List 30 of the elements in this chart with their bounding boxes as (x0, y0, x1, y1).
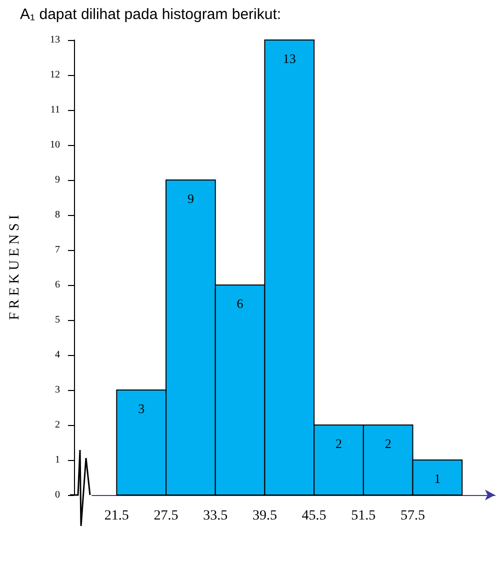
data-label: 1 (434, 471, 441, 486)
y-tick-label: 10 (50, 140, 60, 150)
y-axis-title: F R E K U E N S I (8, 214, 22, 320)
data-label: 2 (335, 436, 342, 451)
y-tick-label: 4 (55, 350, 60, 360)
data-label: 3 (138, 401, 145, 416)
data-label: 6 (236, 296, 244, 311)
y-tick-label: 13 (50, 34, 60, 46)
y-tick-label: 9 (55, 174, 60, 186)
data-label: 13 (282, 51, 296, 66)
y-tick-label: 7 (55, 244, 60, 256)
x-tick-label: 51.5 (351, 508, 376, 524)
data-label: 9 (187, 191, 194, 206)
y-tick-label: 5 (55, 314, 60, 326)
y-tick-label: 3 (55, 384, 60, 396)
x-tick-label: 21.5 (104, 508, 129, 524)
y-tick-label: 1 (55, 454, 60, 466)
y-tick-label: 8 (55, 210, 60, 220)
x-tick-label: 33.5 (203, 508, 228, 524)
y-tick-label: 12 (50, 70, 60, 80)
x-tick-label: 57.5 (400, 508, 426, 524)
y-tick-label: 0 (55, 490, 60, 500)
data-label: 2 (384, 436, 392, 451)
y-tick-label: 2 (55, 420, 60, 430)
y-tick-label: 6 (55, 280, 60, 290)
chart-title: A₁ dapat dilihat pada histogram berikut: (20, 6, 282, 23)
x-tick-label: 45.5 (302, 508, 326, 524)
x-tick-label: 39.5 (252, 508, 277, 524)
x-tick-label: 27.5 (154, 508, 178, 524)
y-tick-label: 11 (50, 104, 60, 116)
